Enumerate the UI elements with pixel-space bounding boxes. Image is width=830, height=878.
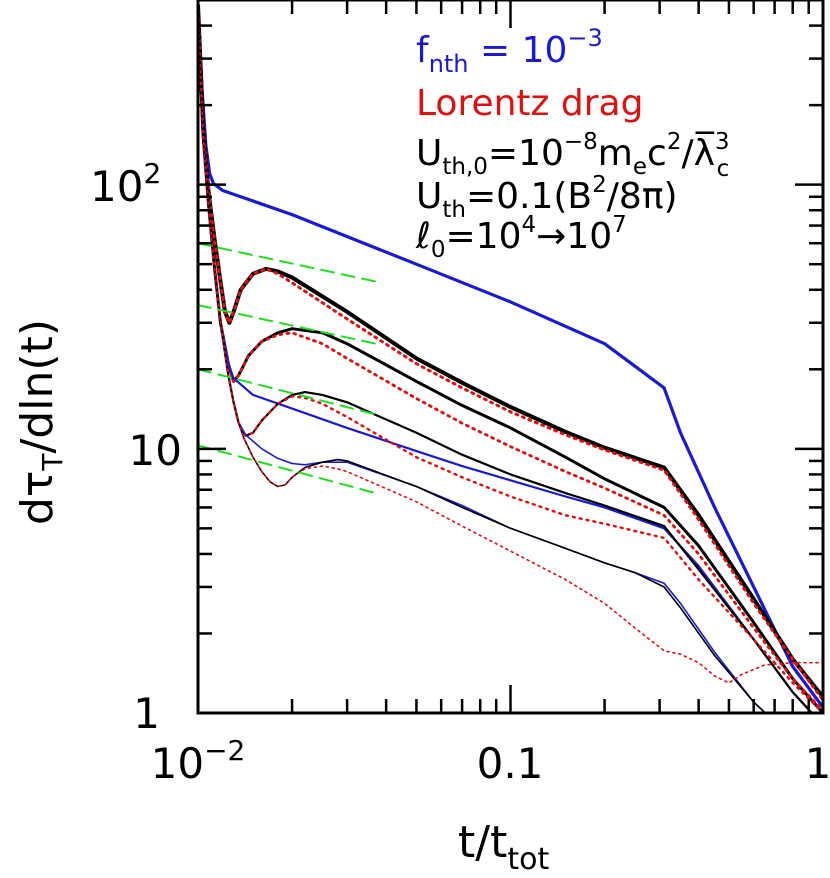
- y-tick-label-2: 102: [90, 157, 161, 211]
- y-tick-label-1: 10: [129, 426, 182, 475]
- x-axis-title: t/ttot: [458, 817, 549, 877]
- y-axis-title: dτT/dln(t): [12, 319, 69, 525]
- annotation-uth0: Uth,0=10−8mec2/λ̅3 c: [416, 129, 730, 182]
- series-line-11: [198, 3, 823, 684]
- annotation-uth: Uth=0.1(B2/8π): [416, 172, 678, 223]
- series-line-15: [198, 444, 377, 495]
- annotation-fnth: fnth = 10−3: [416, 24, 603, 78]
- series-line-13: [198, 304, 377, 345]
- series-line-1: [198, 4, 823, 709]
- x-tick-label-1: 0.1: [477, 739, 544, 788]
- tick-layer: [196, 0, 823, 715]
- series-layer: [198, 3, 823, 713]
- annotation-lorentz-drag: Lorentz drag: [416, 83, 643, 124]
- annotation-l0: ℓ0=104→107: [415, 212, 627, 263]
- x-tick-label-2: 1: [805, 739, 830, 788]
- series-line-12: [198, 242, 377, 283]
- x-tick-label-0: 10−2: [151, 734, 246, 788]
- series-line-14: [198, 368, 377, 416]
- y-tick-label-0: 1: [133, 689, 160, 738]
- series-line-2: [198, 4, 823, 699]
- series-line-3: [198, 3, 823, 702]
